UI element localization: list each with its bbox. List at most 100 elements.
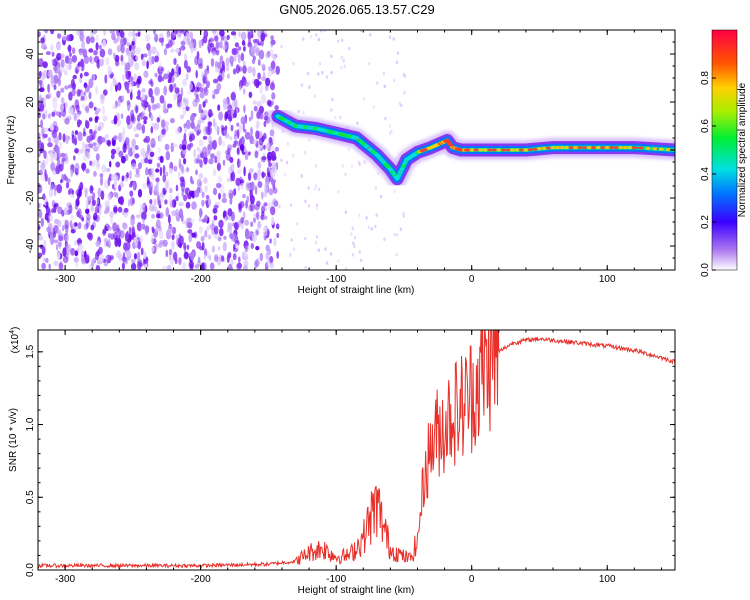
noise-speckle (171, 68, 175, 77)
noise-speckle (88, 101, 94, 109)
noise-speckle (256, 120, 260, 128)
noise-speckle (263, 202, 268, 207)
noise-speckle (104, 237, 108, 243)
noise-speckle (91, 30, 98, 35)
noise-speckle (198, 87, 204, 93)
noise-speckle (314, 187, 317, 191)
noise-speckle (233, 221, 239, 231)
noise-speckle (168, 225, 173, 233)
noise-speckle (99, 93, 105, 100)
noise-speckle (242, 46, 246, 52)
noise-speckle (78, 49, 83, 56)
noise-speckle (358, 162, 361, 167)
noise-speckle (113, 135, 118, 141)
noise-speckle (135, 32, 138, 37)
noise-speckle (156, 117, 160, 123)
noise-speckle (344, 172, 347, 177)
noise-speckle (270, 35, 274, 41)
noise-speckle (277, 223, 280, 228)
noise-speckle (300, 174, 303, 178)
noise-speckle (141, 59, 146, 67)
noise-speckle (367, 61, 371, 66)
noise-speckle (65, 181, 70, 189)
noise-speckle (162, 165, 166, 175)
noise-speckle (58, 241, 62, 248)
noise-speckle (175, 195, 179, 202)
noise-speckle (235, 177, 241, 187)
noise-speckle (218, 192, 221, 200)
noise-speckle (150, 126, 154, 134)
noise-speckle (227, 208, 233, 217)
noise-speckle (153, 122, 160, 131)
noise-speckle (166, 32, 170, 42)
noise-speckle (42, 193, 46, 201)
noise-speckle (351, 226, 354, 231)
noise-speckle (144, 157, 149, 164)
noise-speckle (42, 257, 46, 263)
noise-speckle (271, 161, 276, 169)
noise-speckle (52, 98, 58, 109)
noise-speckle (263, 215, 268, 220)
noise-speckle (84, 254, 90, 264)
noise-speckle (240, 182, 244, 190)
noise-speckle (95, 160, 100, 171)
noise-speckle (96, 198, 99, 205)
noise-speckle (260, 191, 264, 200)
noise-speckle (286, 141, 290, 146)
noise-speckle (237, 46, 242, 51)
noise-speckle (393, 78, 396, 83)
noise-speckle (151, 246, 155, 253)
noise-speckle (226, 65, 230, 72)
noise-speckle (249, 201, 255, 212)
noise-speckle (169, 194, 173, 202)
signal-blob (622, 146, 628, 150)
noise-speckle (70, 193, 75, 198)
noise-speckle (318, 61, 322, 66)
noise-speckle (49, 234, 53, 245)
noise-speckle (330, 54, 333, 59)
noise-speckle (253, 172, 258, 181)
noise-speckle (183, 35, 188, 41)
noise-speckle (48, 92, 52, 98)
noise-speckle (219, 40, 223, 49)
noise-speckle (185, 201, 191, 209)
signal-blob (491, 148, 497, 152)
noise-speckle (60, 152, 66, 158)
noise-speckle (130, 57, 134, 67)
noise-speckle (61, 158, 65, 167)
noise-speckle (150, 114, 154, 122)
noise-speckle (257, 161, 262, 169)
signal-blob (357, 139, 363, 143)
noise-speckle (213, 204, 219, 209)
noise-speckle (39, 94, 42, 101)
noise-speckle (91, 199, 96, 207)
noise-speckle (60, 97, 65, 104)
noise-speckle (240, 136, 245, 146)
noise-speckle (125, 250, 131, 257)
noise-speckle (47, 137, 52, 143)
noise-speckle (159, 134, 163, 143)
noise-speckle (64, 63, 69, 71)
noise-speckle (129, 190, 134, 197)
noise-speckle (237, 158, 240, 169)
noise-speckle (133, 73, 137, 83)
noise-speckle (272, 135, 275, 144)
noise-speckle (90, 224, 95, 231)
noise-speckle (179, 242, 182, 249)
noise-speckle (321, 70, 324, 75)
noise-speckle (193, 149, 197, 158)
noise-speckle (135, 105, 138, 114)
noise-speckle (83, 71, 89, 77)
noise-speckle (240, 31, 247, 41)
noise-speckle (151, 56, 155, 65)
noise-speckle (71, 87, 76, 97)
noise-speckle (183, 59, 188, 69)
noise-speckle (251, 232, 257, 243)
noise-speckle (184, 53, 188, 62)
noise-speckle (243, 166, 246, 177)
noise-speckle (263, 226, 268, 233)
noise-speckle (345, 267, 348, 270)
noise-speckle (222, 70, 225, 80)
snr-x-ticks: -300 -200 -100 0 100 (37, 330, 662, 585)
noise-speckle (234, 47, 239, 55)
